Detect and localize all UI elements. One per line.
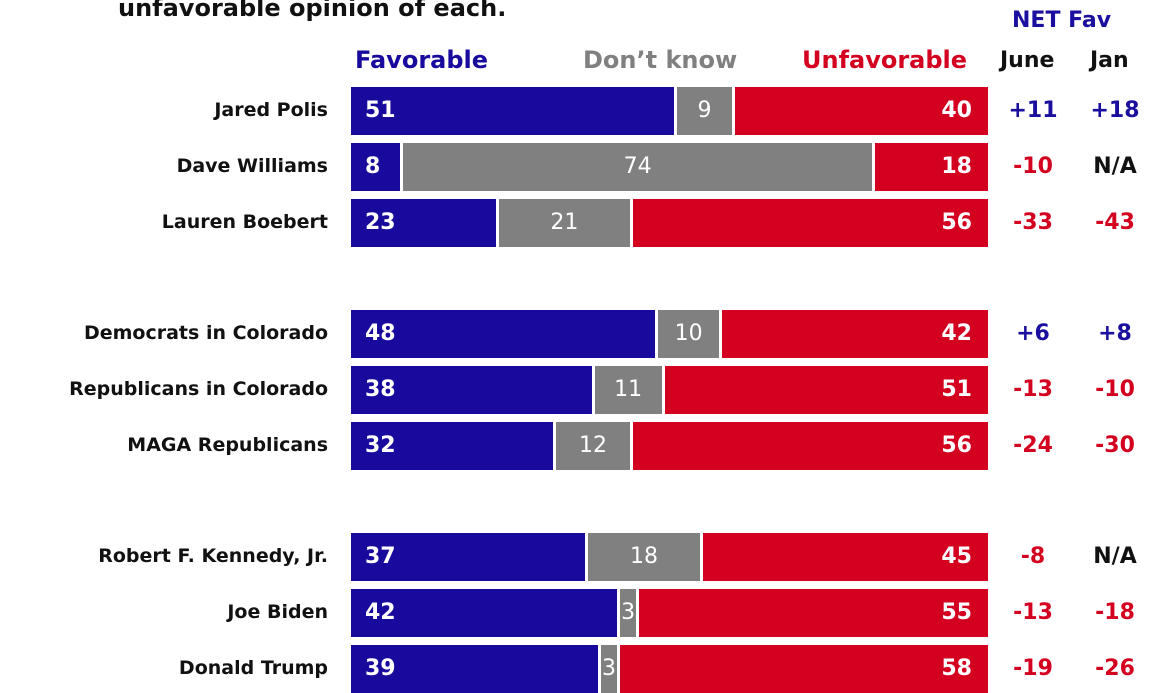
bar-unfavorable xyxy=(874,143,988,191)
stacked-bar: 37 18 45 xyxy=(351,533,988,581)
category-label: Republicans in Colorado xyxy=(69,378,328,400)
net-fav-jan: -43 xyxy=(1095,210,1135,235)
net-fav-june: +6 xyxy=(1016,321,1050,346)
bar-favorable xyxy=(351,533,586,581)
bar-unfavorable xyxy=(734,87,988,135)
bar-unfavorable xyxy=(632,199,988,247)
bar-favorable xyxy=(351,199,496,247)
bar-unfavorable xyxy=(620,645,988,693)
net-fav-june: -13 xyxy=(1013,377,1053,402)
stacked-bar: 39 3 58 xyxy=(351,645,988,693)
bar-favorable xyxy=(351,589,618,637)
favorable-value-label: 37 xyxy=(365,544,396,569)
bar-dont-know xyxy=(499,199,630,247)
bar-dont-know xyxy=(403,143,872,191)
favorable-value-label: 39 xyxy=(365,656,396,681)
category-label: Democrats in Colorado xyxy=(83,322,328,344)
net-fav-jan: +18 xyxy=(1090,98,1140,123)
bar-favorable xyxy=(351,310,656,358)
net-fav-jan: N/A xyxy=(1093,544,1137,569)
stacked-bar: 48 10 42 xyxy=(351,310,988,358)
category-label: Jared Polis xyxy=(214,99,328,121)
bar-unfavorable xyxy=(721,310,988,358)
jan-header: Jan xyxy=(1090,48,1129,73)
unfavorable-header: Unfavorable xyxy=(802,46,968,74)
favorable-value-label: 51 xyxy=(365,98,396,123)
bar-unfavorable xyxy=(702,533,988,581)
unfavorable-value-label: 45 xyxy=(941,544,972,569)
unfavorable-value-label: 18 xyxy=(941,154,972,179)
dont-know-value-label: 74 xyxy=(623,154,652,179)
stacked-bar: 32 12 56 xyxy=(351,422,988,470)
favorable-header: Favorable xyxy=(355,46,489,74)
favorable-value-label: 32 xyxy=(365,433,396,458)
dont-know-value-label: 11 xyxy=(614,377,643,402)
bar-dont-know xyxy=(658,310,719,358)
net-fav-june: -19 xyxy=(1013,656,1053,681)
bar-favorable xyxy=(351,422,554,470)
bar-unfavorable xyxy=(664,366,988,414)
chart-title: unfavorable opinion of each. xyxy=(118,0,507,22)
dont-know-value-label: 18 xyxy=(630,544,659,569)
stacked-bar: 51 9 40 xyxy=(351,87,988,135)
bar-dont-know xyxy=(600,645,618,693)
dont-know-value-label: 12 xyxy=(579,433,608,458)
favorable-value-label: 48 xyxy=(365,321,396,346)
dont-know-value-label: 9 xyxy=(697,98,712,123)
category-label: Lauren Boebert xyxy=(161,211,328,233)
net-fav-jan: -26 xyxy=(1095,656,1135,681)
favorable-value-label: 42 xyxy=(365,600,396,625)
bar-dont-know xyxy=(620,589,637,637)
net-fav-jan: -30 xyxy=(1095,433,1135,458)
stacked-bar: 42 3 55 xyxy=(351,589,988,637)
dont-know-value-label: 21 xyxy=(550,210,579,235)
bar-favorable xyxy=(351,143,401,191)
category-label: Robert F. Kennedy, Jr. xyxy=(98,545,328,567)
category-label: Joe Biden xyxy=(227,601,328,623)
category-label: Donald Trump xyxy=(178,657,328,679)
june-header: June xyxy=(1000,48,1055,73)
stacked-bar: 38 11 51 xyxy=(351,366,988,414)
net-fav-jan: N/A xyxy=(1093,154,1137,179)
net-fav-jan: -10 xyxy=(1095,377,1135,402)
unfavorable-value-label: 40 xyxy=(941,98,972,123)
bar-dont-know xyxy=(594,366,662,414)
bar-favorable xyxy=(351,87,675,135)
favorable-value-label: 23 xyxy=(365,210,396,235)
bar-dont-know xyxy=(588,533,700,581)
dont-know-header: Don’t know xyxy=(583,46,738,74)
stacked-bar: 23 21 56 xyxy=(351,199,988,247)
net-fav-jan: -18 xyxy=(1095,600,1135,625)
favorable-value-label: 38 xyxy=(365,377,396,402)
unfavorable-value-label: 56 xyxy=(941,210,972,235)
unfavorable-value-label: 58 xyxy=(941,656,972,681)
dont-know-value-label: 3 xyxy=(621,600,636,625)
bar-dont-know xyxy=(556,422,630,470)
unfavorable-value-label: 42 xyxy=(941,321,972,346)
net-fav-header: NET Fav xyxy=(1012,8,1112,33)
net-fav-june: -8 xyxy=(1020,544,1046,569)
dont-know-value-label: 3 xyxy=(601,656,616,681)
dont-know-value-label: 10 xyxy=(674,321,703,346)
net-fav-june: +11 xyxy=(1008,98,1058,123)
net-fav-jan: +8 xyxy=(1098,321,1132,346)
net-fav-june: -33 xyxy=(1013,210,1053,235)
net-fav-june: -13 xyxy=(1013,600,1053,625)
bar-unfavorable xyxy=(639,589,988,637)
bar-favorable xyxy=(351,645,598,693)
bar-favorable xyxy=(351,366,592,414)
bar-unfavorable xyxy=(632,422,988,470)
net-fav-june: -24 xyxy=(1013,433,1053,458)
unfavorable-value-label: 55 xyxy=(941,600,972,625)
unfavorable-value-label: 56 xyxy=(941,433,972,458)
bar-dont-know xyxy=(677,87,732,135)
unfavorable-value-label: 51 xyxy=(941,377,972,402)
net-fav-june: -10 xyxy=(1013,154,1053,179)
stacked-bar: 8 74 18 xyxy=(351,143,988,191)
category-label: MAGA Republicans xyxy=(127,434,328,456)
category-label: Dave Williams xyxy=(176,155,328,177)
favorable-value-label: 8 xyxy=(365,154,381,179)
